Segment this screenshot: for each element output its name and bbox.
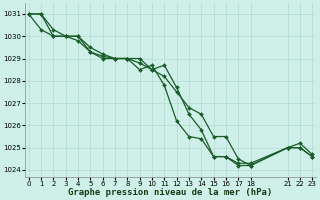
X-axis label: Graphe pression niveau de la mer (hPa): Graphe pression niveau de la mer (hPa)	[68, 188, 273, 197]
